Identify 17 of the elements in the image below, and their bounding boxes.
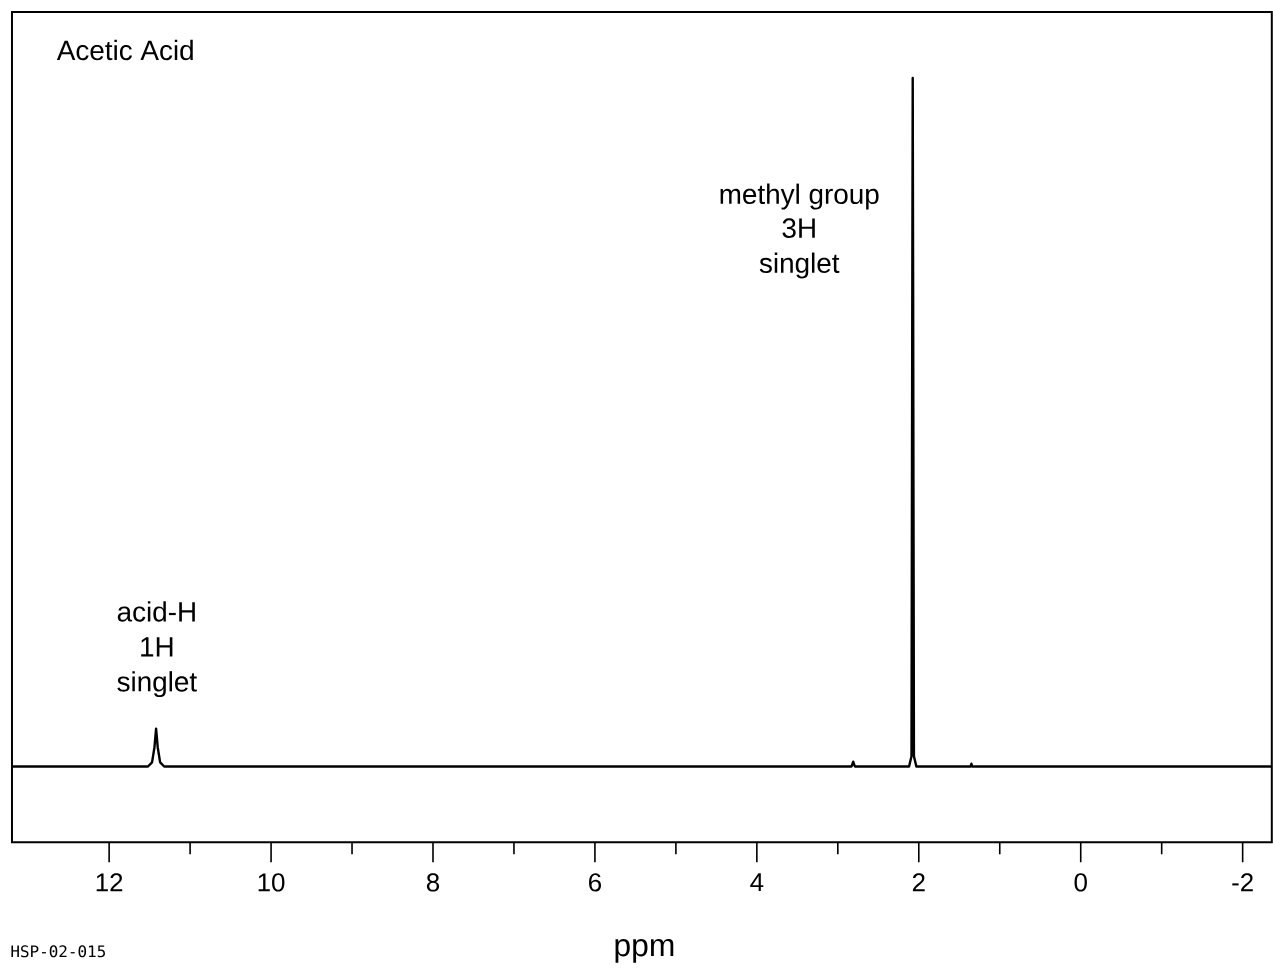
- x-tick-label: 2: [912, 873, 925, 892]
- x-tick-label: 6: [589, 873, 601, 892]
- annotation: singlet: [117, 670, 197, 697]
- x-tick-label: 0: [1074, 873, 1087, 892]
- annotation: methyl group: [720, 183, 879, 210]
- annotation: acid-H: [117, 601, 195, 622]
- x-tick-label: -2: [1232, 873, 1253, 892]
- x-tick-label: 10: [258, 873, 285, 892]
- chart-title: Acetic Acid: [56, 39, 193, 61]
- x-tick-label: 8: [426, 873, 440, 892]
- x-tick-label: 12: [96, 873, 123, 892]
- x-tick-label: 4: [750, 873, 764, 891]
- x-axis-title: ppm: [615, 938, 674, 963]
- annotation: 3H: [782, 218, 815, 238]
- annotation: singlet: [759, 252, 840, 279]
- annotation: 1H: [141, 637, 173, 657]
- text: HSP-02-015: [11, 945, 105, 958]
